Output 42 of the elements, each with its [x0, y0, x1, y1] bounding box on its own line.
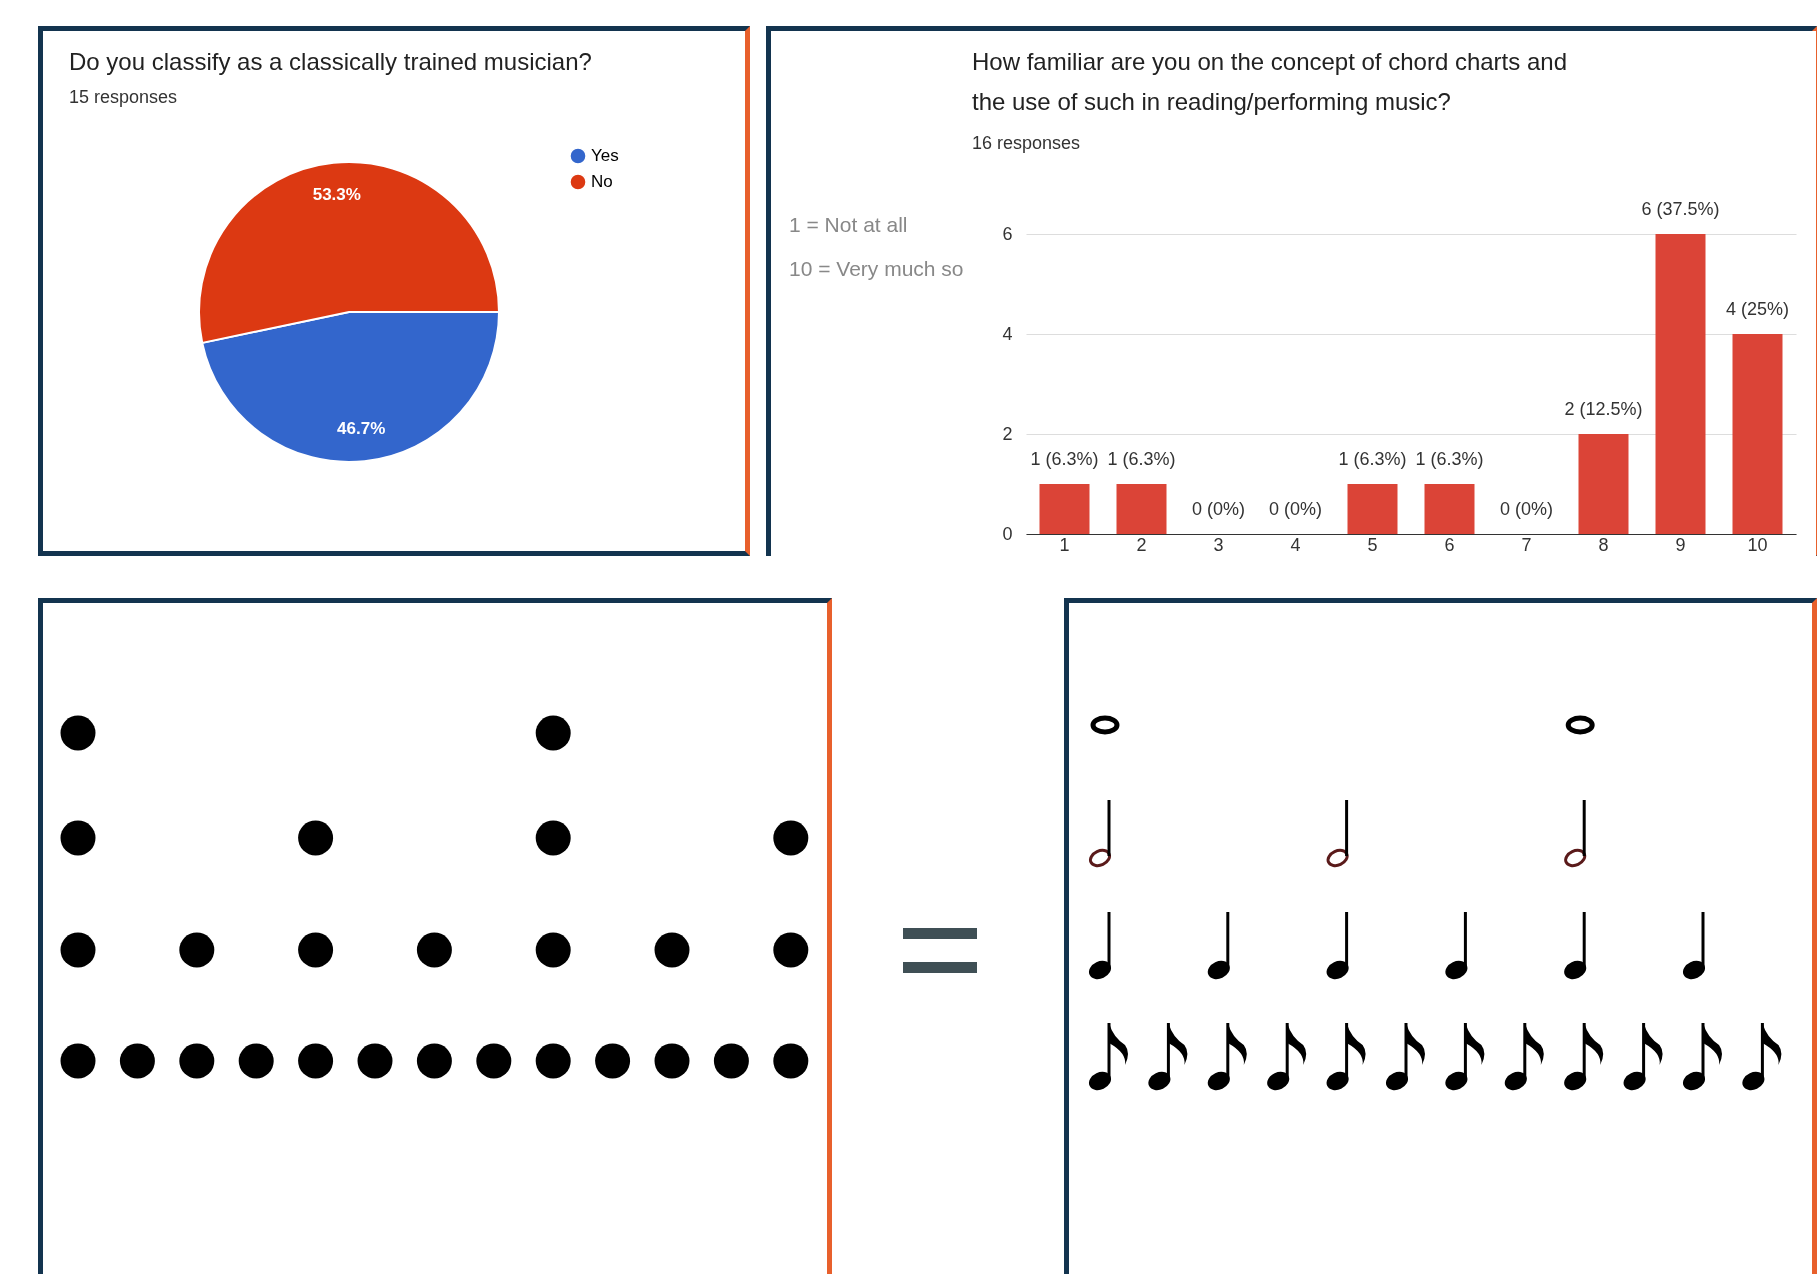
text: How familiar are you on the concept of chord charts and — [971, 48, 1567, 75]
text: 0 (0%) — [1499, 499, 1554, 519]
y-tick-label: 0 — [1002, 523, 1013, 544]
text: 1 (6.3%) — [1415, 449, 1484, 469]
text: 1 = Not at all — [789, 213, 908, 237]
x-tick-label: 10 — [1747, 534, 1768, 555]
text: 1 (6.3%) — [1338, 449, 1407, 469]
legend-label: Yes — [591, 146, 619, 165]
chart-subtitle: 15 responses — [69, 87, 178, 107]
y-tick-label: 2 — [1002, 423, 1013, 444]
chart-title: Do you classify as a classically trained musician? — [69, 48, 592, 75]
text: the use of such in reading/performing music? — [971, 88, 1451, 115]
text: 1 (6.3%) — [1030, 449, 1099, 469]
bar — [1732, 334, 1783, 534]
x-tick-label: 1 — [1059, 534, 1070, 555]
text: 10 = Very much so — [789, 257, 964, 281]
bar — [1578, 434, 1629, 534]
x-tick-label: 4 — [1290, 534, 1301, 555]
data-label: 53.3% — [312, 184, 361, 204]
bar — [1347, 484, 1398, 534]
bar — [1039, 484, 1090, 534]
text: 1 (6.3%) — [1107, 449, 1176, 469]
text: 0 (0%) — [1191, 499, 1246, 519]
text: 0 (0%) — [1268, 499, 1323, 519]
legend-label: No — [591, 172, 613, 191]
x-tick-label: 7 — [1521, 534, 1532, 555]
x-tick-label: 8 — [1598, 534, 1609, 555]
x-tick-label: 3 — [1213, 534, 1224, 555]
bar — [1655, 234, 1706, 534]
y-tick-label: 6 — [1002, 223, 1013, 244]
bar — [1116, 484, 1167, 534]
x-tick-label: 6 — [1444, 534, 1455, 555]
text: 4 (25%) — [1725, 299, 1790, 319]
text: 6 (37.5%) — [1641, 199, 1720, 219]
y-tick-label: 4 — [1002, 323, 1013, 344]
chart-subtitle: 16 responses — [971, 133, 1081, 153]
data-label: 46.7% — [337, 419, 386, 439]
x-tick-label: 5 — [1367, 534, 1378, 555]
text: 2 (12.5%) — [1564, 399, 1643, 419]
bar — [1424, 484, 1475, 534]
x-tick-label: 9 — [1675, 534, 1686, 555]
x-tick-label: 2 — [1136, 534, 1147, 555]
